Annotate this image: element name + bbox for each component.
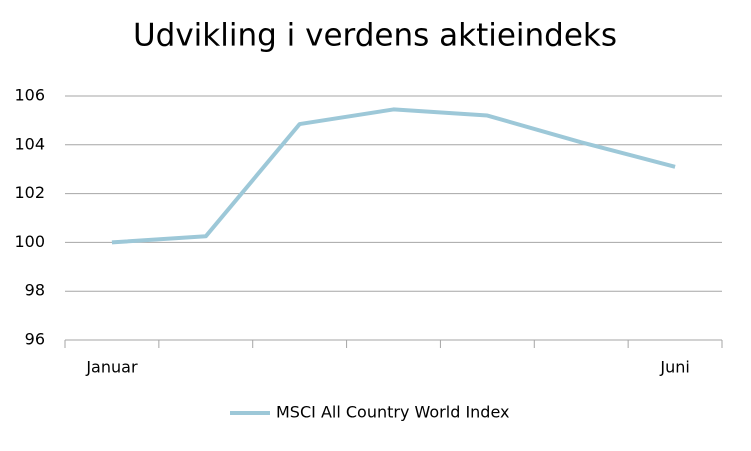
legend-label: MSCI All Country World Index: [276, 403, 510, 422]
y-tick-label: 104: [14, 134, 45, 153]
x-tick-label: Juni: [659, 358, 689, 377]
x-tick-label: Januar: [85, 358, 138, 377]
chart-title: Udvikling i verdens aktieindeks: [133, 18, 617, 54]
y-tick-label: 106: [14, 86, 45, 105]
y-tick-label: 102: [14, 183, 45, 202]
y-tick-label: 100: [14, 232, 45, 251]
y-tick-label: 98: [25, 281, 45, 300]
y-tick-label: 96: [25, 330, 45, 349]
data-line: [111, 107, 676, 245]
